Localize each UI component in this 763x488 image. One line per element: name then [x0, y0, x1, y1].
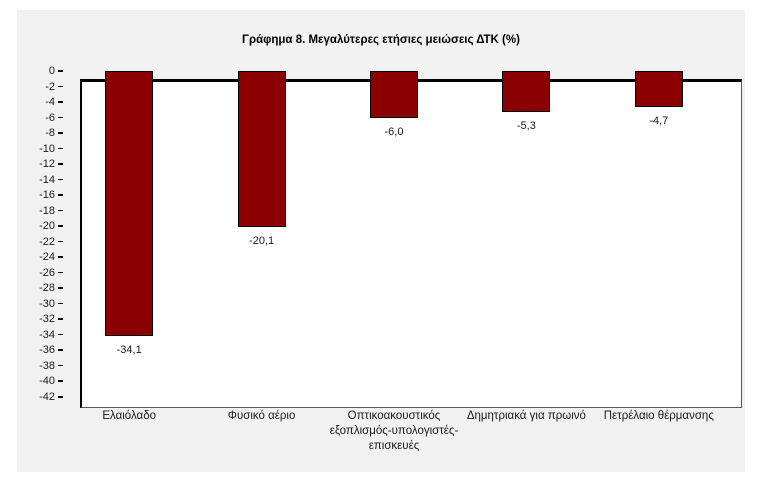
y-tick-label: -34 [39, 328, 55, 341]
y-tick-mark [58, 132, 63, 134]
y-tick-label: -20 [39, 220, 55, 233]
y-tick-label: -38 [39, 359, 55, 372]
y-tick-label: -14 [39, 173, 55, 186]
plot-area [80, 79, 742, 408]
bar [370, 71, 418, 118]
y-tick-label: -28 [39, 282, 55, 295]
y-tick-label: -36 [39, 344, 55, 357]
y-tick-mark [58, 70, 63, 72]
y-tick-mark [58, 116, 63, 119]
bar-value-label: -4,7 [649, 115, 669, 128]
y-tick-mark [58, 380, 63, 382]
x-category-label: Φυσικό αέριο [227, 410, 296, 422]
y-tick-label: -10 [39, 142, 55, 155]
y-tick-label: -2 [45, 80, 55, 93]
chart-panel: Γράφημα 8. Μεγαλύτερες ετήσιες μειώσεις … [17, 10, 745, 472]
y-tick-mark [58, 333, 63, 336]
y-tick-label: 0 [48, 65, 55, 77]
y-tick-label: -24 [39, 251, 55, 264]
y-tick-mark [58, 318, 63, 320]
y-tick-mark [58, 178, 63, 181]
y-tick-mark [58, 240, 63, 243]
bar [634, 71, 683, 108]
y-tick-mark [58, 101, 63, 103]
y-tick-mark [58, 147, 63, 150]
y-tick-label: -8 [45, 127, 55, 140]
y-tick-mark [58, 287, 63, 289]
chart-title: Γράφημα 8. Μεγαλύτερες ετήσιες μειώσεις … [242, 34, 520, 46]
bar-value-label: -5,3 [516, 120, 536, 133]
y-tick-label: -12 [39, 158, 55, 171]
y-tick-mark [58, 302, 63, 305]
bar-value-label: -6,0 [384, 125, 404, 138]
y-tick-mark [58, 163, 63, 165]
y-tick-label: -26 [39, 266, 55, 279]
y-tick-label: -40 [39, 375, 55, 388]
y-tick-mark [58, 194, 63, 196]
y-tick-label: -32 [39, 313, 55, 326]
y-tick-mark [58, 85, 63, 88]
y-tick-label: -22 [39, 235, 55, 248]
y-tick-label: -18 [39, 204, 55, 217]
x-category-label: Δημητριακά για πρωινό [466, 410, 586, 422]
y-tick-mark [58, 396, 63, 398]
y-tick-label: -42 [39, 391, 55, 403]
bar-value-label: -20,1 [249, 235, 275, 247]
bar-value-label: -34,1 [116, 343, 142, 356]
y-tick-label: -6 [45, 111, 55, 124]
y-tick-mark [58, 271, 63, 274]
x-category-label: Οπτικοακουστικός εξοπλισμός-υπολογιστές-… [329, 410, 459, 452]
x-category-label: Ελαιόλαδο [102, 410, 157, 422]
y-tick-mark [58, 225, 63, 227]
bar [237, 71, 286, 227]
y-tick-label: -30 [39, 297, 55, 310]
y-tick-mark [58, 209, 63, 212]
y-tick-label: -4 [45, 96, 55, 109]
bar [502, 71, 551, 113]
y-tick-mark [58, 256, 63, 258]
y-tick-mark [58, 364, 63, 367]
x-category-label: Πετρέλαιο θέρμανσης [603, 410, 714, 422]
y-tick-mark [58, 349, 63, 351]
bar [105, 71, 154, 336]
y-tick-label: -16 [39, 189, 55, 202]
